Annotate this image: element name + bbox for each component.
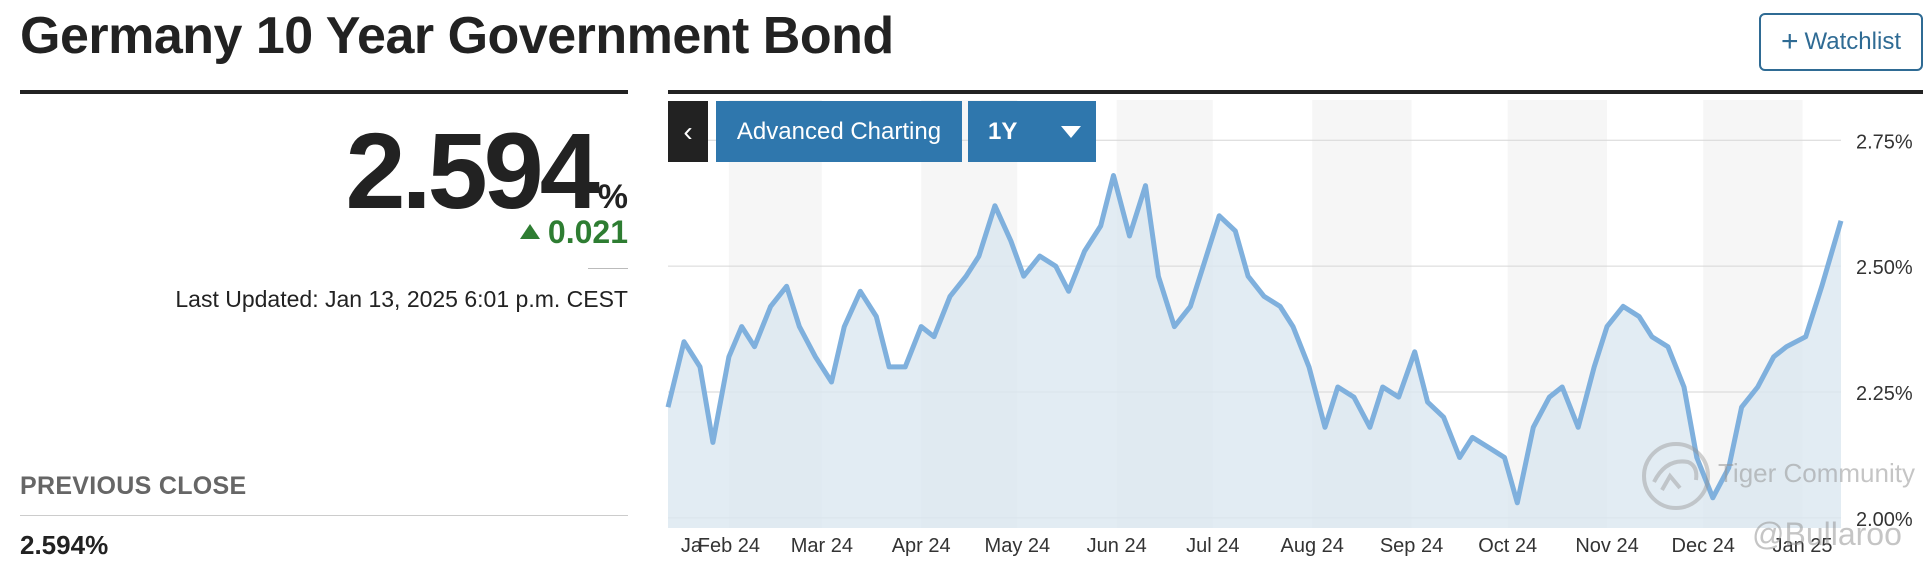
x-tick-label: Sep 24 [1380,535,1443,557]
price-value: 2.594 [345,110,600,231]
price-change: 0.021 [20,214,628,251]
last-updated: Last Updated: Jan 13, 2025 6:01 p.m. CES… [175,286,628,312]
price-display: 2.594% [20,108,629,233]
watchlist-label: Watchlist [1804,28,1901,55]
x-tick-label: Aug 24 [1280,535,1343,557]
advanced-charting-button[interactable]: Advanced Charting [716,101,962,162]
previous-close-value: 2.594% [20,530,109,560]
x-tick-label: Feb 24 [698,535,760,557]
watermark-line1: Tiger Community [1718,458,1915,488]
yield-line [665,173,1844,506]
caret-down-icon [1061,125,1082,138]
divider [588,268,628,269]
range-select[interactable]: 1Y [968,101,1096,162]
watermark-logo-icon [1642,442,1710,510]
x-tick-label: Jul 24 [1186,535,1239,557]
page-title: Germany 10 Year Government Bond [20,7,894,65]
x-tick-label: Nov 24 [1575,535,1638,557]
chevron-left-icon: ‹ [683,115,693,147]
x-tick-label: Apr 24 [892,535,951,557]
x-tick-label: Jun 24 [1087,535,1147,557]
x-tick-label: Jan 25 [1773,535,1833,557]
range-value: 1Y [988,117,1018,145]
divider [668,90,1923,94]
watchlist-button[interactable]: + Watchlist [1759,13,1923,71]
change-value: 0.021 [547,214,628,250]
divider [20,90,628,94]
up-arrow-icon [519,224,540,240]
x-tick-label: Oct 24 [1478,535,1537,557]
yield-area [668,175,1841,528]
previous-close-label: PREVIOUS CLOSE [20,472,247,500]
divider [20,515,628,516]
x-tick-label: May 24 [985,535,1051,557]
y-tick-label: 2.00% [1856,509,1913,531]
watermark-line2: @Bullaroo [1752,516,1902,552]
y-axis-labels: 2.00% 2.25% 2.50% 2.75% [1856,131,1913,531]
plus-icon: + [1781,25,1799,58]
x-tick-label: Dec 24 [1672,535,1735,557]
x-tick-label: Ja [681,535,703,557]
y-tick-label: 2.75% [1856,131,1913,153]
x-tick-label: Mar 24 [791,535,853,557]
collapse-chevron-button[interactable]: ‹ [668,101,708,162]
y-tick-label: 2.25% [1856,383,1913,405]
y-tick-label: 2.50% [1856,257,1913,279]
price-unit: % [597,178,628,216]
